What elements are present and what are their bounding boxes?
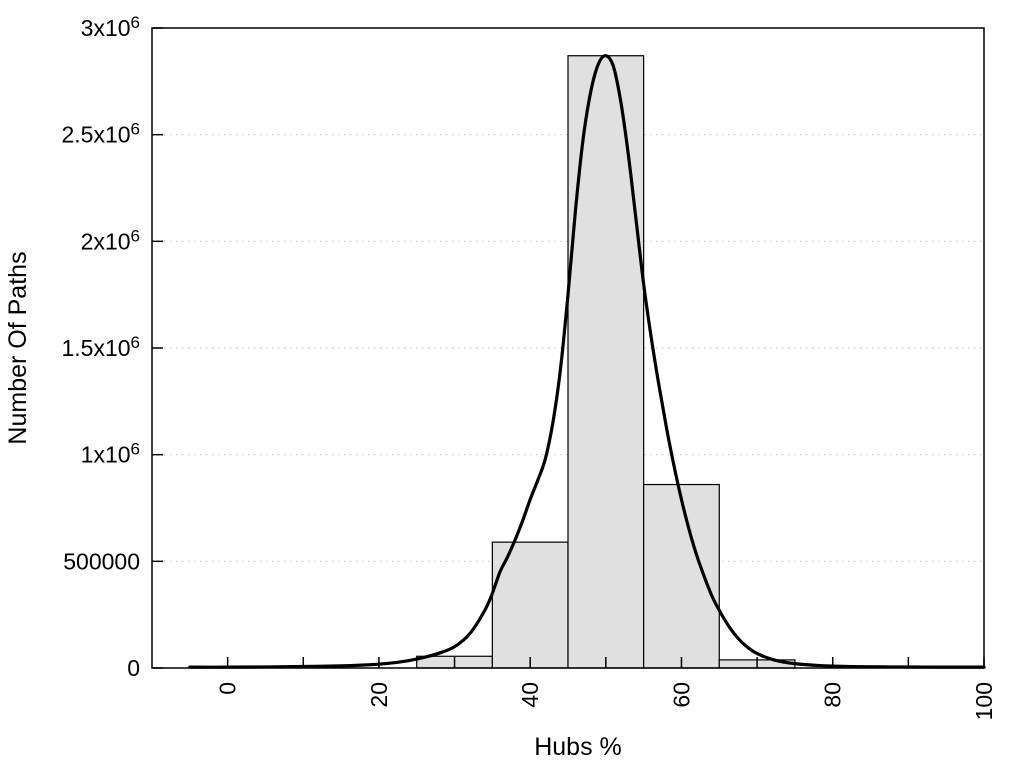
gridlines <box>152 134 984 562</box>
y-tick-exponent: 6 <box>131 13 140 32</box>
x-tick-label: 20 <box>366 682 392 708</box>
x-tick-labels: 0 20 40 60 80 100 <box>215 682 997 720</box>
fit-curve <box>188 54 986 669</box>
y-tick-label: 2x106 <box>81 226 140 254</box>
fit-curve-path <box>188 54 986 669</box>
x-axis-title: Hubs % <box>534 733 622 761</box>
y-tick-exponent: 6 <box>131 226 140 245</box>
y-tick-labels: 0 500000 1x106 1.5x106 2x106 2.5x106 3x106 <box>61 13 140 681</box>
y-tick-exponent: 6 <box>131 440 140 459</box>
x-tick-label: 0 <box>215 682 241 695</box>
y-tick-label: 2.5x106 <box>61 120 140 148</box>
y-tick-exponent: 6 <box>131 120 140 139</box>
histogram-bar <box>567 55 645 669</box>
x-tick-label: 60 <box>668 682 694 708</box>
axis-ticks <box>152 27 985 669</box>
y-tick-label: 1.5x106 <box>61 333 140 361</box>
y-tick-label: 500000 <box>63 548 140 574</box>
x-tick-label: 40 <box>517 682 543 708</box>
y-tick-label: 0 <box>127 655 140 681</box>
x-tick-label: 80 <box>820 682 846 708</box>
y-tick-exponent: 6 <box>131 333 140 352</box>
x-tick-label: 100 <box>971 682 997 720</box>
y-axis-title: Number Of Paths <box>4 251 32 444</box>
y-tick-label: 1x106 <box>81 440 140 468</box>
histogram-bars <box>416 55 796 669</box>
y-tick-label: 3x106 <box>81 13 140 41</box>
histogram-bar <box>643 483 720 669</box>
